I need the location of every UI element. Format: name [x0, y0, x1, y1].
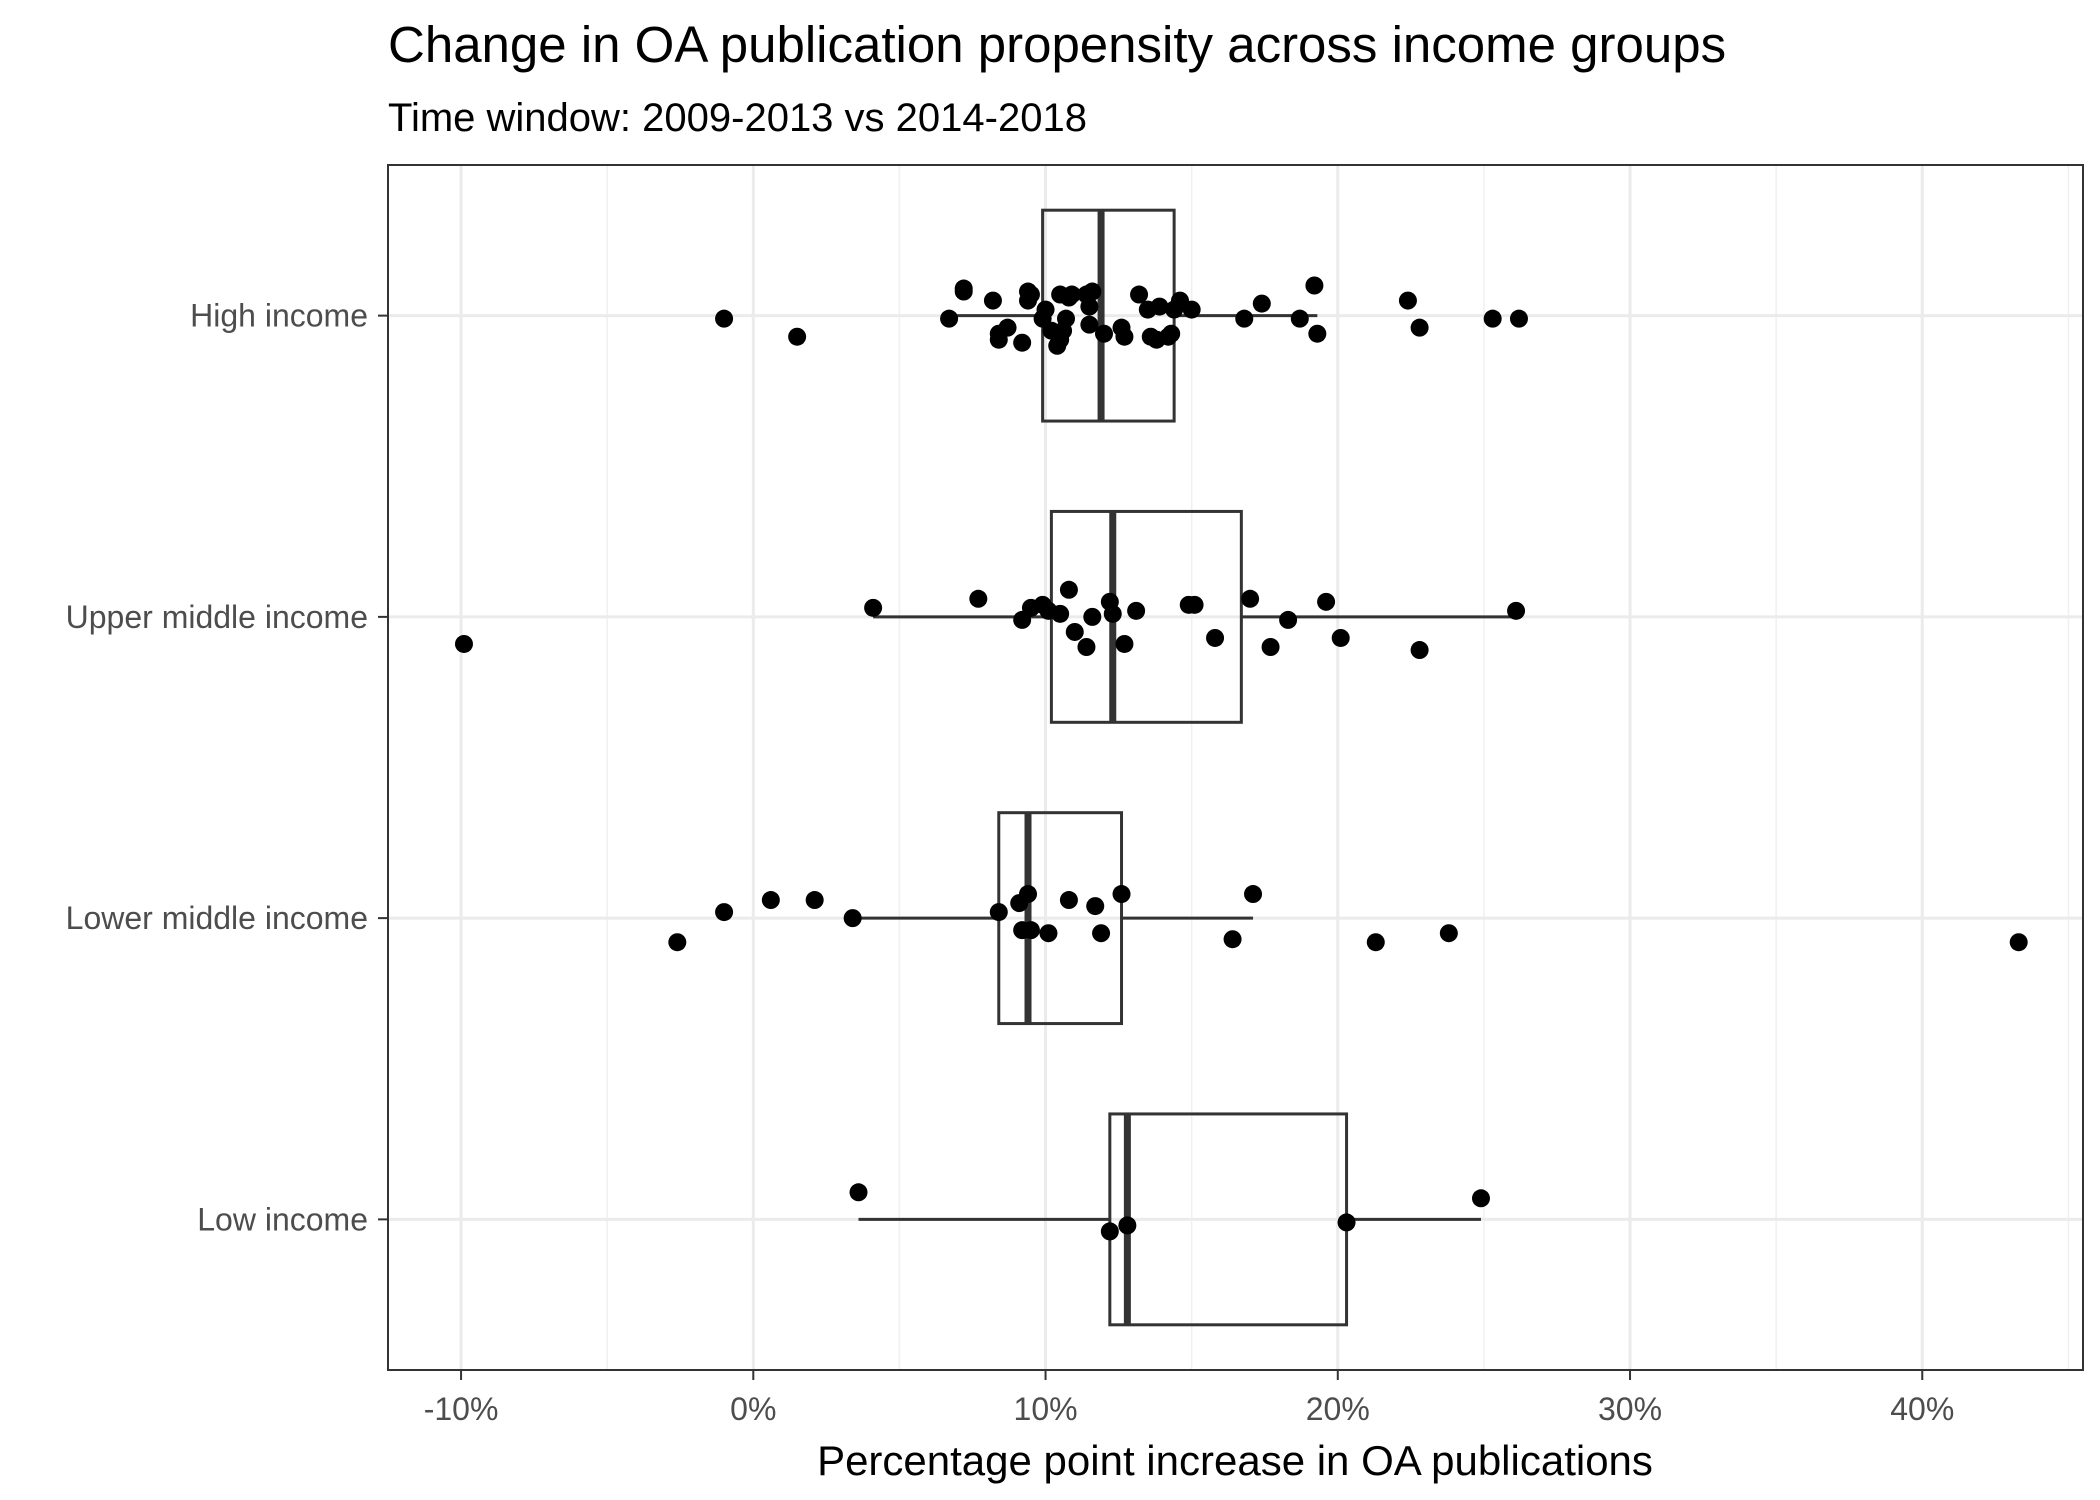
- data-point: [998, 318, 1017, 337]
- data-point: [1317, 592, 1336, 611]
- data-point: [1051, 604, 1070, 623]
- data-point: [989, 903, 1008, 922]
- data-point: [940, 309, 959, 328]
- category-label: Upper middle income: [66, 599, 368, 635]
- data-point: [1507, 601, 1526, 620]
- data-point: [1083, 282, 1102, 301]
- x-tick-label: -10%: [424, 1391, 499, 1427]
- data-point: [1305, 276, 1324, 295]
- data-point: [1100, 1222, 1119, 1241]
- data-point: [1065, 622, 1084, 641]
- data-point: [1483, 309, 1502, 328]
- data-point: [1279, 610, 1298, 629]
- data-point: [1059, 891, 1078, 910]
- category-label: Lower middle income: [66, 900, 368, 936]
- data-point: [668, 933, 687, 952]
- data-point: [1261, 638, 1280, 656]
- data-point: [1094, 324, 1113, 343]
- x-tick-label: 30%: [1598, 1391, 1662, 1427]
- x-tick-label: 40%: [1890, 1391, 1954, 1427]
- chart-title: Change in OA publication propensity acro…: [388, 16, 1726, 73]
- data-point: [1410, 318, 1429, 337]
- data-point: [1062, 285, 1081, 304]
- data-point: [983, 291, 1002, 310]
- data-point: [1115, 634, 1134, 653]
- data-point: [454, 634, 473, 653]
- data-point: [1244, 885, 1263, 904]
- data-point: [1439, 924, 1458, 943]
- x-axis-label: Percentage point increase in OA publicat…: [817, 1437, 1653, 1484]
- data-point: [1150, 297, 1169, 316]
- data-point: [1059, 580, 1078, 599]
- data-point: [1115, 327, 1134, 346]
- data-point: [969, 589, 988, 608]
- data-point: [1337, 1213, 1356, 1232]
- data-point: [1019, 885, 1038, 904]
- x-tick-label: 0%: [730, 1391, 776, 1427]
- data-point: [1471, 1189, 1490, 1208]
- data-point: [843, 909, 862, 928]
- category-label: High income: [190, 298, 368, 334]
- data-point: [1080, 315, 1099, 334]
- data-point: [954, 279, 973, 298]
- x-tick-label: 20%: [1306, 1391, 1370, 1427]
- data-point: [1398, 291, 1417, 310]
- category-label: Low income: [197, 1201, 368, 1237]
- axes: -10% 0% 10% 20% 30% 40% High income Upper middl…: [66, 298, 1955, 1427]
- data-point: [1331, 628, 1350, 647]
- data-point: [864, 598, 883, 617]
- data-point: [1509, 309, 1528, 328]
- data-point: [1039, 924, 1058, 943]
- data-point: [1083, 607, 1102, 626]
- data-point: [1308, 324, 1327, 343]
- data-point: [1235, 309, 1254, 328]
- data-point: [1185, 595, 1204, 614]
- chart-subtitle: Time window: 2009-2013 vs 2014-2018: [388, 96, 1087, 140]
- data-point: [805, 891, 824, 910]
- data-point: [788, 327, 807, 346]
- data-point: [1057, 309, 1075, 328]
- data-point: [1127, 601, 1146, 620]
- data-point: [1290, 309, 1309, 328]
- data-point: [1206, 628, 1225, 647]
- data-point: [715, 309, 734, 328]
- data-point: [1036, 300, 1055, 319]
- data-point: [715, 903, 734, 922]
- data-point: [1021, 285, 1040, 304]
- data-point: [761, 891, 780, 910]
- data-point: [1013, 333, 1032, 352]
- data-point: [1021, 921, 1040, 940]
- data-point: [1092, 924, 1111, 943]
- data-point: [1118, 1216, 1137, 1235]
- data-point: [1130, 285, 1149, 304]
- data-point: [2009, 933, 2028, 952]
- data-point: [1366, 933, 1385, 952]
- x-tick-label: 10%: [1014, 1391, 1078, 1427]
- data-points: [454, 276, 2028, 1241]
- data-point: [1252, 294, 1271, 313]
- data-point: [1077, 638, 1096, 656]
- data-point: [1410, 641, 1429, 660]
- plot-background: [388, 165, 2083, 1370]
- plot-border: [387, 164, 2084, 1371]
- data-point: [1080, 297, 1099, 316]
- data-point: [1241, 589, 1260, 608]
- data-point: [1086, 897, 1105, 916]
- data-point: [1103, 604, 1122, 623]
- data-point: [1112, 885, 1131, 904]
- data-point: [1162, 324, 1181, 343]
- data-point: [1182, 300, 1201, 319]
- data-point: [849, 1183, 868, 1202]
- data-point: [1223, 930, 1242, 949]
